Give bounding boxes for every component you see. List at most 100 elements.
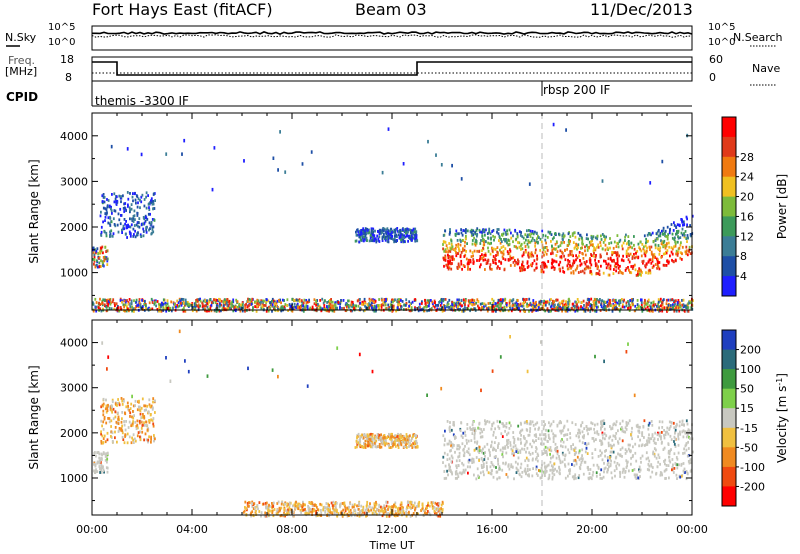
data-cell <box>467 307 470 311</box>
data-cell <box>124 428 127 432</box>
data-cell <box>547 260 550 263</box>
data-cell <box>146 428 149 432</box>
data-cell <box>447 253 449 257</box>
data-cell <box>686 253 689 257</box>
data-cell <box>145 230 148 234</box>
data-cell <box>531 230 534 233</box>
data-cell <box>577 306 580 310</box>
data-cell <box>599 439 601 442</box>
data-cell <box>111 212 113 215</box>
data-cell <box>186 304 189 307</box>
data-cell <box>498 427 501 430</box>
data-cell <box>527 239 530 242</box>
data-cell <box>682 429 685 433</box>
data-cell <box>661 309 664 313</box>
data-cell <box>573 231 576 235</box>
data-cell <box>658 305 660 309</box>
data-cell <box>421 300 423 304</box>
data-cell <box>120 307 123 311</box>
data-cell <box>513 264 516 267</box>
data-cell <box>178 304 181 308</box>
data-cell <box>619 264 621 268</box>
data-cell <box>558 421 561 425</box>
data-cell <box>567 244 570 247</box>
data-cell <box>367 305 370 309</box>
data-cell <box>99 303 101 306</box>
data-cell <box>126 441 129 445</box>
data-cell <box>147 438 150 442</box>
data-cell <box>138 419 141 423</box>
data-cell <box>597 455 600 458</box>
data-cell <box>576 266 578 270</box>
data-cell <box>506 439 508 442</box>
data-cell <box>571 263 574 267</box>
data-cell <box>679 301 682 305</box>
data-cell <box>648 468 650 472</box>
data-cell <box>453 421 455 424</box>
data-cell <box>616 251 619 254</box>
data-cell <box>132 217 135 220</box>
data-cell <box>366 239 368 242</box>
data-cell <box>405 298 408 302</box>
data-cell <box>329 299 331 302</box>
data-cell <box>110 144 113 149</box>
data-cell <box>576 256 579 260</box>
data-cell <box>639 240 642 244</box>
data-cell <box>238 302 241 306</box>
data-cell <box>164 306 167 310</box>
data-cell <box>552 259 555 263</box>
data-cell <box>668 455 671 459</box>
data-cell <box>664 468 667 472</box>
data-cell <box>657 234 660 238</box>
data-cell <box>238 307 240 311</box>
data-cell <box>551 468 553 472</box>
data-cell <box>668 420 671 424</box>
data-cell <box>615 303 617 307</box>
data-cell <box>358 441 361 445</box>
data-cell <box>98 456 101 460</box>
data-cell <box>605 434 608 438</box>
data-cell <box>143 198 146 201</box>
data-cell <box>106 259 109 263</box>
data-cell <box>368 306 371 310</box>
data-cell <box>384 436 386 439</box>
data-cell <box>411 300 414 304</box>
data-cell <box>660 431 663 434</box>
data-cell <box>584 309 587 313</box>
data-cell <box>464 237 467 240</box>
data-cell <box>513 438 516 441</box>
data-cell <box>130 424 133 428</box>
data-cell <box>420 302 423 305</box>
data-cell <box>651 231 654 235</box>
data-cell <box>522 265 525 268</box>
data-cell <box>528 474 530 478</box>
data-cell <box>637 476 640 480</box>
data-cell <box>199 299 202 303</box>
data-cell <box>152 424 155 428</box>
data-cell <box>117 411 119 415</box>
data-cell <box>561 250 563 254</box>
data-cell <box>540 466 543 470</box>
data-cell <box>621 298 623 301</box>
data-cell <box>147 440 149 444</box>
data-cell <box>373 239 375 243</box>
data-cell <box>525 456 528 460</box>
data-cell <box>646 468 649 471</box>
data-cell <box>197 305 200 309</box>
data-cell <box>479 431 482 435</box>
data-cell <box>532 439 534 443</box>
data-cell <box>603 470 605 474</box>
data-cell <box>112 298 115 302</box>
data-cell <box>528 253 531 256</box>
data-cell <box>278 298 280 302</box>
data-cell <box>637 425 640 429</box>
data-cell <box>141 298 143 302</box>
data-cell <box>650 464 653 468</box>
data-cell <box>100 461 102 464</box>
data-cell <box>455 459 458 463</box>
data-cell <box>280 306 283 310</box>
data-cell <box>651 423 654 427</box>
data-cell <box>469 465 471 469</box>
data-cell <box>532 301 535 305</box>
data-cell <box>449 255 452 259</box>
